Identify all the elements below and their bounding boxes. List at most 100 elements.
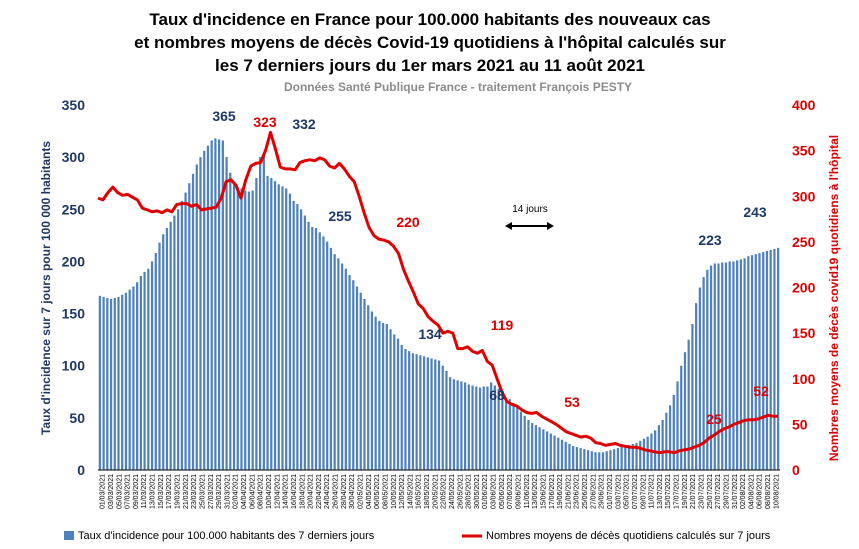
incidence-bar [285,188,288,470]
incidence-bar [460,381,463,470]
x-tick-label: 09/07/2021 [640,474,647,509]
incidence-bar [177,209,180,471]
incidence-bar [501,392,504,470]
incidence-bar [128,289,131,470]
x-tick-label: 04/05/2021 [366,474,373,509]
x-tick-label: 17/07/2021 [674,474,681,509]
incidence-bar [288,193,292,470]
incidence-bar [654,430,657,470]
incidence-bar [665,412,668,470]
incidence-bar [259,157,262,470]
incidence-bar [426,357,429,470]
incidence-bar [195,164,198,470]
x-tick-label: 15/06/2021 [541,474,548,509]
incidence-bar [549,433,552,470]
x-tick-label: 09/06/2021 [516,474,523,509]
incidence-bar [568,443,571,470]
y-tick-left-label: 0 [77,462,85,478]
x-tick-label: 20/05/2021 [432,474,439,509]
incidence-bar [124,292,128,470]
incidence-bar [173,215,176,470]
x-tick-label: 09/03/2021 [133,474,140,509]
incidence-bar [687,339,690,470]
y-tick-right-label: 350 [792,143,816,159]
incidence-annotation: 365 [212,108,236,124]
incidence-bar [676,381,679,470]
x-tick-label: 11/06/2021 [524,474,531,509]
incidence-bar [691,324,694,470]
x-tick-label: 24/04/2021 [324,474,331,509]
incidence-bar [519,411,523,470]
incidence-bar [564,441,567,470]
incidence-bar [303,215,306,470]
deaths-annotation: 323 [253,114,277,130]
incidence-bar [210,140,213,470]
incidence-bar [367,305,370,470]
incidence-bar [452,379,456,470]
incidence-bar [180,200,183,470]
incidence-bar [191,173,195,470]
incidence-bar [299,209,303,471]
x-tick-label: 12/05/2021 [399,474,406,509]
incidence-bar [333,254,336,470]
duration-arrow-left-head [505,222,512,230]
incidence-bar [527,419,530,470]
incidence-bar [218,139,221,470]
incidence-bar [106,297,109,470]
y-tick-left-label: 200 [62,253,86,269]
incidence-bar [754,254,757,470]
x-tick-label: 10/04/2021 [266,474,273,509]
incidence-bar [419,355,422,470]
incidence-bar [214,138,217,470]
incidence-bar [695,303,698,470]
deaths-annotation: 220 [396,214,420,230]
x-tick-label: 17/03/2021 [166,474,173,509]
x-tick-label: 21/03/2021 [183,474,190,509]
y-ticks-right: 0 50 100 150 200 250 300 350 400 [792,97,816,478]
incidence-bar [635,442,638,470]
incidence-bar [721,262,724,470]
x-tick-label: 01/03/2021 [100,474,107,509]
x-tick-label: 14/05/2021 [407,474,414,509]
incidence-bar [750,255,754,470]
x-tick-label: 26/04/2021 [333,474,340,509]
x-tick-label: 20/04/2021 [308,474,315,509]
x-tick-label: 10/08/2021 [773,474,780,509]
incidence-bar [199,157,202,470]
y-tick-right-label: 300 [792,188,816,204]
incidence-bar [717,263,720,470]
incidence-bar [430,358,433,470]
y-tick-left-label: 250 [62,201,86,217]
x-tick-label: 07/07/2021 [632,474,639,509]
y-tick-left-label: 150 [62,306,86,322]
incidence-bar [657,425,660,470]
x-tick-label: 19/06/2021 [557,474,564,509]
incidence-bar [762,252,765,470]
x-tick-label: 30/04/2021 [349,474,356,509]
y-tick-right-label: 250 [792,234,816,250]
incidence-bar [266,175,269,470]
incidence-bar [523,415,526,470]
incidence-bar [165,228,169,470]
x-tick-label: 03/07/2021 [615,474,622,509]
x-tick-label: 25/07/2021 [707,474,714,509]
x-tick-label: 27/03/2021 [208,474,215,509]
legend-bar-label: Taux d'incidence pour 100.000 habitants … [78,530,375,542]
incidence-bar [482,386,485,470]
incidence-bar [150,261,154,470]
incidence-bar [225,157,228,470]
y-tick-left-label: 350 [62,97,86,113]
y-axis-label-left: Taux d'incidence sur 7 jours pour 100 00… [39,141,53,435]
x-tick-label: 12/04/2021 [274,474,281,509]
incidence-bar [777,247,780,470]
incidence-bar [188,183,191,470]
incidence-bar [247,191,251,470]
x-tick-label: 15/03/2021 [158,474,165,509]
x-tick-label: 02/05/2021 [358,474,365,509]
incidence-bar [516,407,519,470]
x-tick-label: 11/07/2021 [649,474,656,509]
incidence-bar [557,437,560,470]
x-tick-label: 01/06/2021 [482,474,489,509]
incidence-bar [344,268,347,470]
x-tick-label: 23/03/2021 [191,474,198,509]
